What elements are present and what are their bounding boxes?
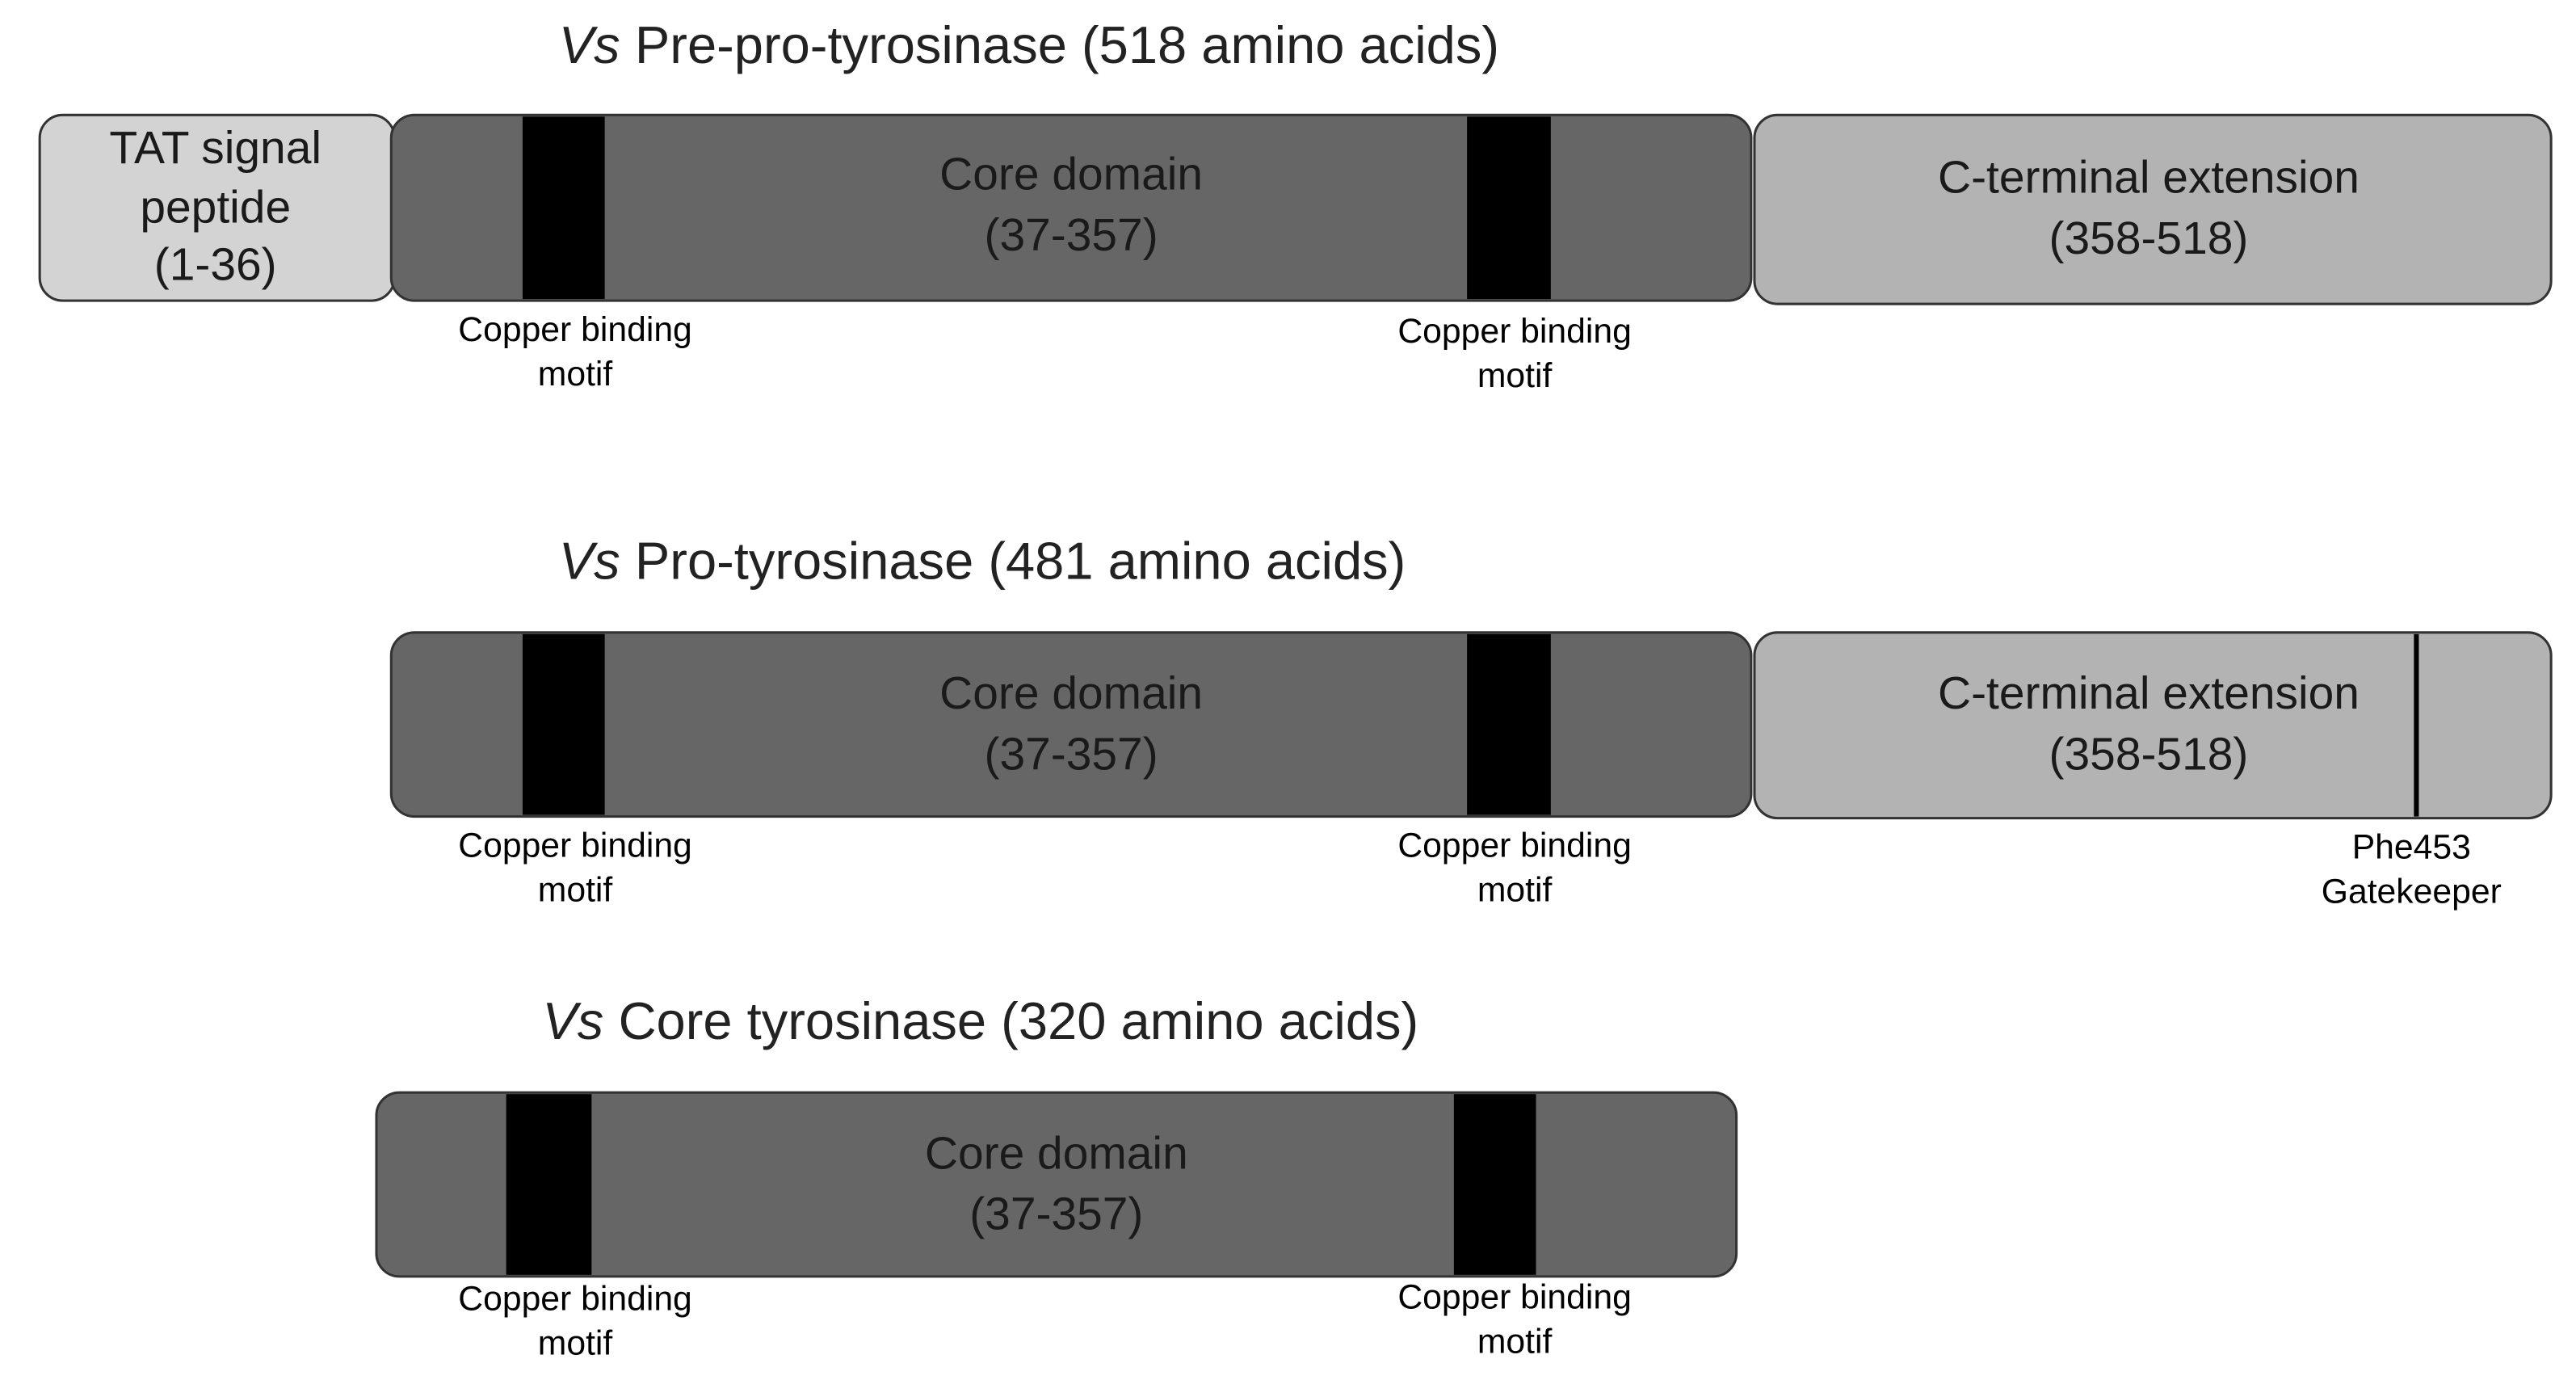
segment-label: peptide: [140, 181, 291, 233]
motif-label: Copper binding: [458, 1280, 692, 1319]
gatekeeper-label: Gatekeeper: [2322, 872, 2502, 911]
segment-label: (358-518): [2049, 728, 2249, 780]
core-domain: [389, 631, 1753, 818]
motif-label: Copper binding: [458, 310, 692, 349]
segment-label: (37-357): [969, 1189, 1143, 1240]
motif-label: motif: [1477, 870, 1553, 909]
title: Vs Pre-pro-tyrosinase (518 amino acids): [559, 15, 1499, 74]
segment-label: Core domain: [939, 667, 1203, 719]
copper-motif: [1453, 1094, 1536, 1275]
copper-motif: [522, 633, 605, 815]
segment-label: C-terminal extension: [1938, 667, 2360, 719]
core-domain: [389, 113, 1753, 302]
core-domain: [375, 1091, 1738, 1278]
title-prefix: Vs: [559, 532, 620, 591]
copper-motif: [522, 116, 605, 300]
motif-label: Copper binding: [458, 826, 692, 865]
c-terminal: [1753, 631, 2553, 820]
segment-label: Core domain: [939, 149, 1203, 200]
segment-label: C-terminal extension: [1938, 152, 2360, 204]
segment-label: TAT signal: [109, 122, 321, 174]
title-text: Pro-tyrosinase (481 amino acids): [635, 532, 1406, 591]
segment-label: (358-518): [2049, 212, 2249, 264]
copper-motif: [1467, 633, 1551, 815]
motif-label: motif: [538, 355, 613, 393]
title: Vs Pro-tyrosinase (481 amino acids): [559, 532, 1406, 591]
motif-label: Copper binding: [1397, 312, 1632, 351]
gatekeeper-label: Phe453: [2352, 828, 2471, 867]
title-text: Pre-pro-tyrosinase (518 amino acids): [635, 15, 1499, 74]
title: Vs Core tyrosinase (320 amino acids): [542, 991, 1418, 1050]
motif-label: motif: [538, 870, 613, 909]
copper-motif: [506, 1094, 592, 1275]
segment-label: Core domain: [925, 1127, 1188, 1179]
title-prefix: Vs: [559, 15, 620, 74]
motif-label: Copper binding: [1397, 826, 1632, 865]
segment-label: (37-357): [985, 728, 1158, 780]
motif-label: motif: [1477, 356, 1553, 395]
motif-label: motif: [538, 1324, 613, 1363]
title-prefix: Vs: [542, 991, 603, 1050]
segment-label: (1-36): [154, 238, 277, 290]
motif-label: Copper binding: [1397, 1278, 1632, 1317]
c-terminal: [1753, 113, 2553, 305]
motif-label: motif: [1477, 1323, 1553, 1361]
title-text: Core tyrosinase (320 amino acids): [619, 991, 1419, 1050]
segment-label: (37-357): [985, 209, 1158, 261]
copper-motif: [1467, 116, 1551, 300]
